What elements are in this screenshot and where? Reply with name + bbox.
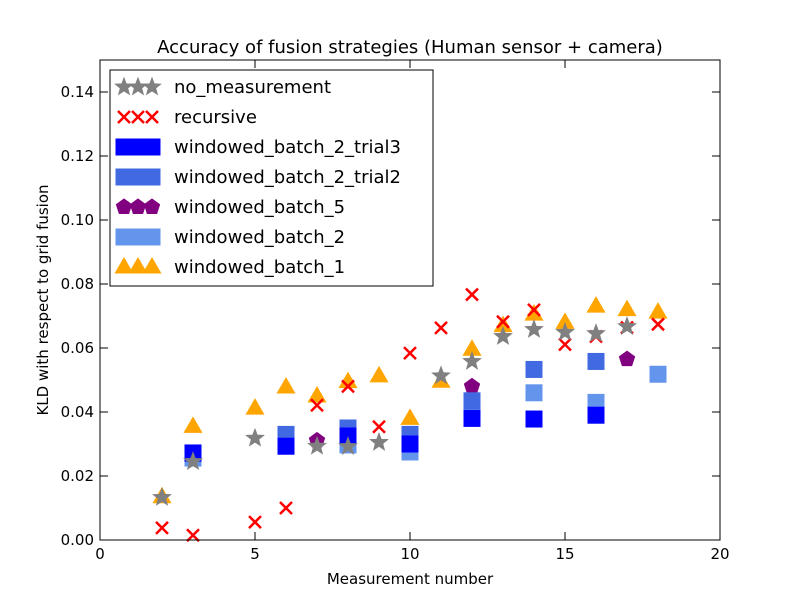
data-point	[307, 385, 327, 403]
legend-marker	[128, 256, 148, 274]
y-tick-label: 0.04	[61, 403, 94, 421]
data-marks	[152, 287, 668, 543]
series-no-measurement	[152, 316, 637, 506]
legend-label: windowed_batch_2_trial3	[174, 137, 401, 158]
data-point	[276, 377, 296, 394]
data-point	[401, 435, 419, 453]
legend-marker	[143, 168, 161, 186]
data-point	[338, 436, 358, 455]
y-tick-label: 0.02	[61, 467, 94, 485]
data-point	[155, 520, 169, 535]
legend-marker	[117, 110, 131, 124]
y-tick-label: 0.12	[61, 147, 94, 165]
data-point	[587, 406, 605, 424]
y-tick-label: 0.14	[61, 83, 94, 101]
data-point	[496, 314, 510, 329]
y-tick-label: 0.10	[61, 211, 94, 229]
legend-entry: windowed_batch_5	[115, 197, 345, 218]
x-tick-label: 20	[710, 545, 729, 563]
data-point	[648, 302, 668, 319]
chart-title: Accuracy of fusion strategies (Human sen…	[157, 37, 663, 58]
legend-label: windowed_batch_2_trial2	[174, 167, 401, 188]
legend-marker	[143, 198, 161, 214]
data-point	[558, 337, 572, 352]
legend-entry: windowed_batch_2	[115, 227, 345, 248]
y-tick-label: 0.00	[61, 531, 94, 549]
legend-marker	[143, 138, 161, 156]
legend-label: windowed_batch_1	[174, 257, 345, 278]
legend-entry: windowed_batch_1	[114, 256, 345, 278]
legend-marker	[143, 228, 161, 246]
data-point	[434, 320, 448, 335]
data-point	[586, 296, 606, 313]
data-point	[524, 319, 544, 338]
data-point	[651, 317, 665, 332]
data-point	[369, 365, 389, 383]
legend-marker	[142, 76, 162, 96]
legend-marker	[115, 198, 133, 214]
data-point	[525, 410, 543, 428]
data-point	[462, 351, 482, 370]
data-point	[248, 515, 262, 529]
legend-label: windowed_batch_5	[174, 197, 345, 218]
data-point	[372, 419, 386, 434]
legend-label: windowed_batch_2	[174, 227, 345, 248]
data-point	[617, 316, 637, 335]
data-point	[617, 299, 637, 317]
data-point	[341, 379, 355, 394]
data-point	[245, 427, 265, 447]
data-point	[279, 501, 293, 515]
y-tick-label: 0.06	[61, 339, 94, 357]
data-point	[186, 528, 200, 543]
x-tick-label: 0	[95, 545, 105, 563]
data-point	[525, 384, 543, 402]
data-point	[586, 323, 606, 343]
data-point	[463, 392, 481, 410]
data-point	[649, 365, 667, 383]
x-axis-label: Measurement number	[327, 570, 494, 588]
legend-entry: windowed_batch_2_trial2	[115, 167, 401, 188]
data-point	[463, 409, 481, 427]
data-point	[527, 303, 541, 317]
data-point	[310, 398, 324, 413]
legend-marker	[131, 110, 145, 124]
legend-label: recursive	[174, 107, 257, 128]
legend-label: no_measurement	[174, 77, 331, 98]
legend-entry: recursive	[117, 107, 257, 128]
x-tick-label: 15	[555, 545, 574, 563]
data-point	[369, 431, 389, 451]
data-point	[587, 352, 605, 370]
legend: no_measurement recursive windowed_batch_2_…	[109, 69, 434, 287]
y-tick-label: 0.08	[61, 275, 94, 293]
legend-entry: no_measurement	[114, 76, 331, 98]
data-point	[618, 350, 636, 367]
legend-marker	[142, 256, 162, 274]
data-point	[400, 408, 420, 425]
data-point	[555, 321, 575, 341]
legend-box	[109, 69, 434, 287]
data-point	[431, 365, 451, 385]
legend-marker	[114, 256, 134, 274]
series-windowed-batch-1	[152, 296, 668, 504]
y-axis-label: KLD with respect to grid fusion	[34, 184, 52, 415]
data-point	[183, 416, 203, 433]
data-point	[493, 326, 513, 345]
data-point	[307, 435, 327, 455]
data-point	[403, 346, 417, 361]
data-point	[277, 437, 295, 455]
x-axis: 0 5 10 15 20	[95, 60, 730, 563]
data-point	[525, 360, 543, 378]
data-point	[152, 487, 172, 506]
legend-marker	[129, 198, 147, 214]
series-windowed-batch-2-trial3	[184, 406, 605, 462]
legend-marker	[145, 110, 159, 124]
x-tick-label: 10	[400, 545, 419, 563]
data-point	[183, 451, 203, 471]
data-point	[465, 287, 479, 302]
data-point	[245, 398, 265, 415]
x-tick-label: 5	[250, 545, 260, 563]
y-axis: 0.00 0.02 0.04 0.06 0.08 0.10 0.12 0.14	[61, 83, 720, 549]
legend-entry: windowed_batch_2_trial3	[115, 137, 401, 158]
